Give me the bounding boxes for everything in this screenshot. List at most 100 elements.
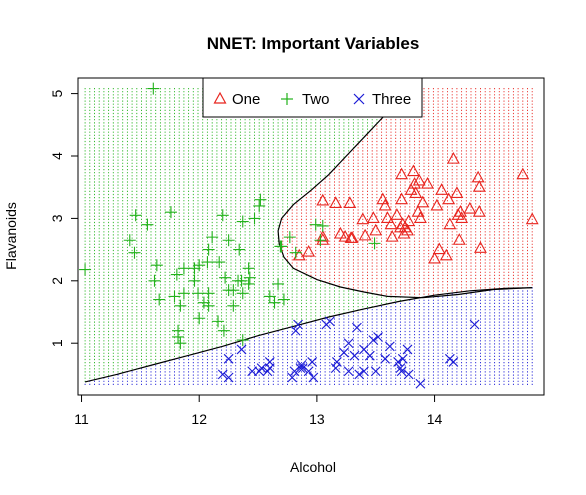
point-one <box>430 198 444 211</box>
point-one <box>446 151 460 164</box>
point-three <box>359 366 369 377</box>
x-tick-label: 14 <box>427 411 443 427</box>
x-axis-title: Alcohol <box>290 459 336 475</box>
y-tick-label: 2 <box>49 277 65 285</box>
point-three <box>236 344 247 355</box>
point-three <box>469 319 480 330</box>
point-three <box>393 357 403 367</box>
point-two <box>254 193 267 206</box>
point-one <box>404 183 418 195</box>
point-three <box>339 347 349 358</box>
point-one <box>369 223 383 236</box>
decision-boundary <box>84 88 533 383</box>
region-three <box>84 287 533 385</box>
point-two <box>277 293 290 306</box>
point-two <box>201 256 214 269</box>
point-one <box>435 183 449 195</box>
point-three <box>373 332 383 342</box>
point-two <box>202 299 215 312</box>
y-tick-label: 4 <box>49 152 65 160</box>
point-one <box>416 195 430 208</box>
point-three <box>256 363 267 374</box>
point-three <box>295 363 306 374</box>
point-one <box>463 201 477 214</box>
point-one <box>471 170 485 183</box>
point-one <box>414 211 427 223</box>
point-one <box>472 180 486 192</box>
legend-entry-one: One <box>213 91 260 108</box>
series-two <box>79 82 381 350</box>
point-two <box>242 262 255 275</box>
data-points <box>79 82 539 389</box>
point-three <box>395 363 406 374</box>
y-axis: 1 2 3 4 5 <box>49 89 79 347</box>
point-two <box>177 287 190 300</box>
point-three <box>415 378 426 389</box>
legend-marker-three-b <box>353 93 365 105</box>
x-tick-label: 11 <box>74 411 89 427</box>
series-one <box>292 151 539 264</box>
point-two <box>192 287 205 300</box>
point-three <box>370 366 381 377</box>
y-tick-label: 3 <box>49 214 65 222</box>
point-three <box>364 350 375 361</box>
point-one <box>450 186 464 198</box>
point-one <box>401 223 414 236</box>
point-two <box>188 274 201 287</box>
point-two <box>316 219 329 232</box>
point-two <box>272 277 285 290</box>
point-one <box>366 211 380 223</box>
point-three <box>368 335 379 345</box>
point-one <box>412 173 426 186</box>
point-one <box>432 242 446 255</box>
legend-label-one: One <box>232 91 260 108</box>
point-two <box>236 287 249 300</box>
point-three <box>296 360 307 370</box>
boundary-lower <box>84 287 533 383</box>
point-one <box>439 248 453 261</box>
point-two <box>314 234 327 247</box>
legend-box <box>202 77 423 118</box>
point-two <box>148 274 161 287</box>
point-two <box>216 209 229 222</box>
point-three <box>247 366 258 377</box>
point-three <box>343 366 354 377</box>
point-one <box>452 233 466 245</box>
point-three <box>402 344 413 355</box>
point-one <box>397 226 411 239</box>
point-two <box>188 262 201 275</box>
point-one <box>398 220 412 233</box>
point-one <box>329 196 343 208</box>
point-two <box>150 259 163 272</box>
point-three <box>287 372 298 383</box>
point-one <box>316 229 330 242</box>
point-three <box>293 319 303 330</box>
point-three <box>330 363 341 374</box>
point-two <box>174 337 187 350</box>
point-two <box>177 262 190 275</box>
legend-entry-two: Two <box>281 91 330 108</box>
point-one <box>358 228 372 241</box>
point-two <box>193 312 206 325</box>
point-two <box>235 274 248 287</box>
point-two <box>368 237 381 250</box>
point-two <box>253 199 266 212</box>
point-one <box>356 212 370 225</box>
point-two <box>213 256 226 269</box>
point-one <box>408 176 421 189</box>
point-three <box>264 357 275 367</box>
point-three <box>217 369 228 380</box>
point-one <box>525 212 539 225</box>
point-two <box>197 296 210 309</box>
point-two <box>202 243 215 256</box>
legend-entry-three: Three <box>353 91 411 108</box>
point-two <box>212 315 225 328</box>
point-three <box>354 369 365 380</box>
point-two <box>233 243 246 256</box>
point-two <box>275 240 288 253</box>
point-two <box>263 290 276 303</box>
point-two <box>193 259 206 272</box>
point-three <box>396 366 407 377</box>
point-one <box>428 251 441 264</box>
